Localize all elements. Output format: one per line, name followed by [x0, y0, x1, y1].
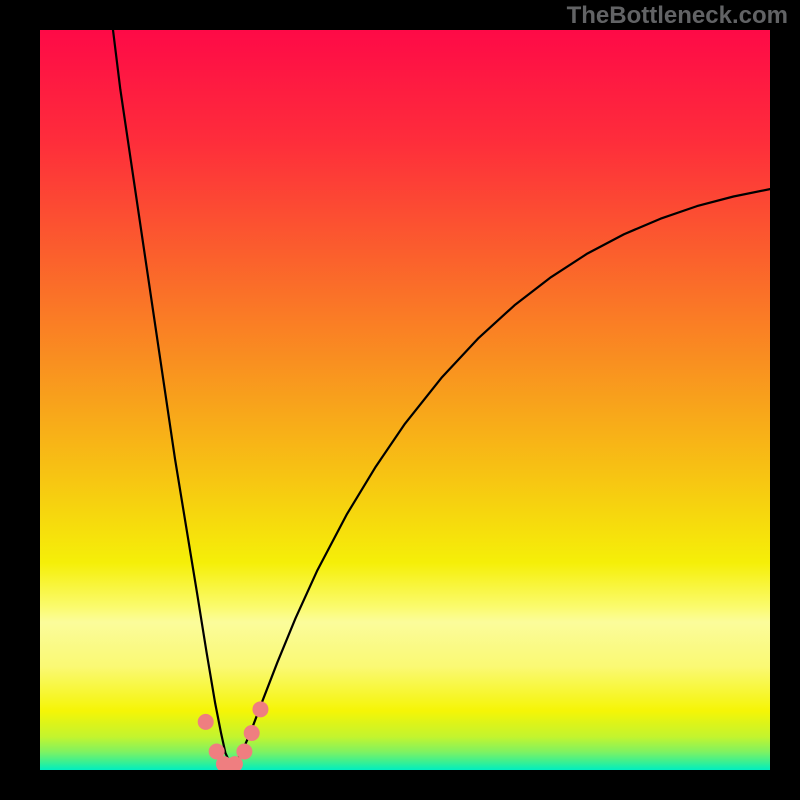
plot-svg [40, 30, 770, 770]
gradient-background [40, 30, 770, 770]
curve-marker [244, 725, 260, 741]
watermark-text: TheBottleneck.com [567, 2, 788, 30]
curve-marker [236, 744, 252, 760]
curve-marker [252, 701, 268, 717]
plot-area [40, 30, 770, 770]
curve-marker [198, 714, 214, 730]
chart-stage: TheBottleneck.com [0, 0, 800, 800]
